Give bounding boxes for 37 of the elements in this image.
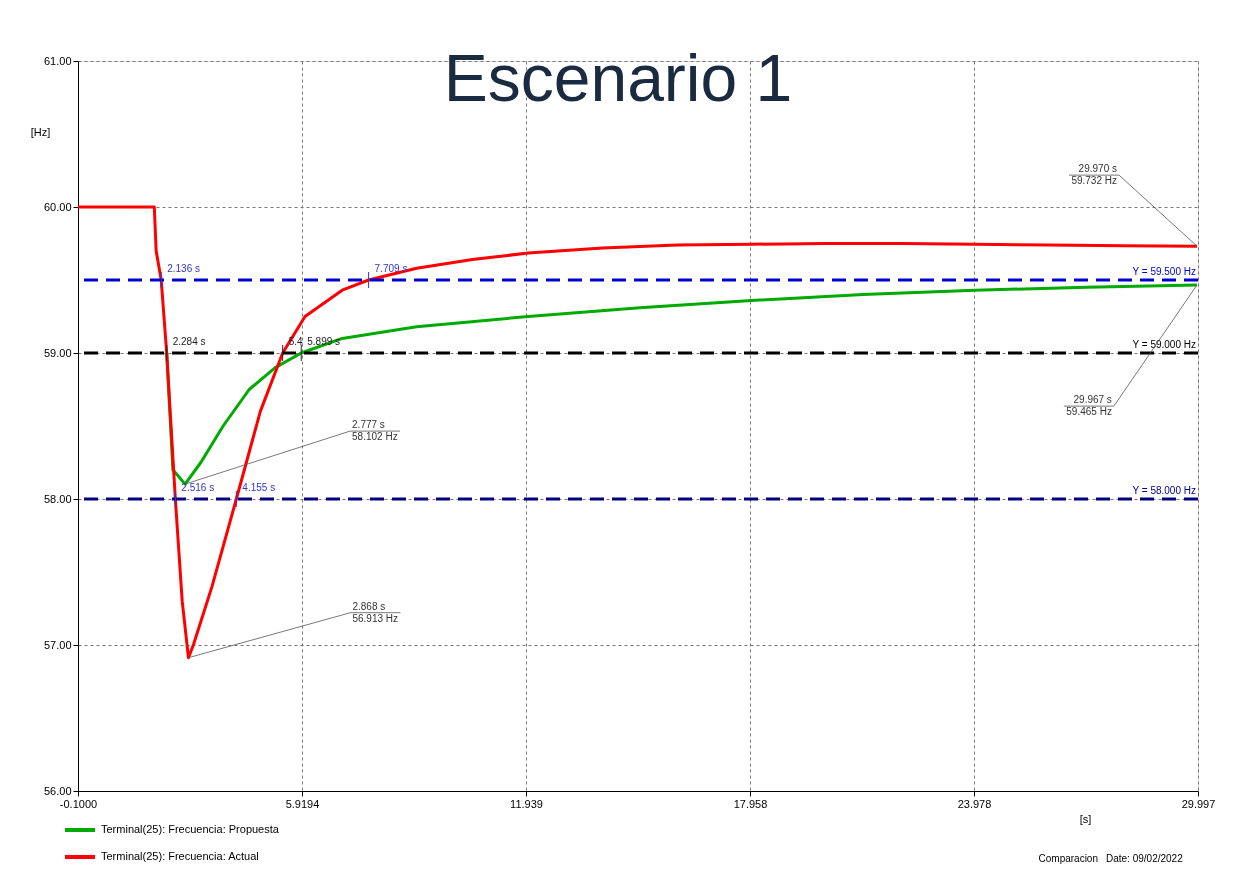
text: Comparacion [1038,853,1098,864]
chart-title: Escenario 1 [443,41,793,115]
x-tick-label: 17.958 [733,797,768,810]
y-tick-label: 60.00 [43,200,72,213]
legend-label: Terminal(25): Frecuencia: Propuesta [101,823,280,835]
x-tick-label: 29.997 [1181,797,1216,810]
x-tick-label: -0.1000 [59,797,98,810]
y-tick-label: 59.00 [43,346,72,359]
x-axis-title: [s] [1079,812,1092,825]
annotation: 2.284 s [172,336,206,347]
ref-line-label: Y = 59.000 Hz [1132,339,1196,350]
x-tick-label: 11.939 [510,797,543,810]
y-tick-label: 61.00 [43,54,72,67]
y-tick-label: 58.00 [43,492,72,505]
y-axis-title: [Hz] [30,125,51,138]
annotation: 59.465 Hz [1066,406,1112,418]
annotation: 2.516 s [181,482,215,493]
y-tick-label: 57.00 [43,638,72,651]
annotation: 2.868 s [352,600,386,612]
annotation: 59.732 Hz [1071,175,1117,187]
annotation: 29.970 s [1078,163,1117,175]
text: Date: 09/02/2022 [1106,853,1184,864]
annotation: 2.136 s [167,263,201,274]
y-tick-label: 56.00 [43,784,72,797]
annotation: 5.899 s [307,336,341,347]
annotation: 2.777 s [352,419,385,431]
x-tick-label: 23.978 [957,797,992,810]
annotation: 58.102 Hz [352,431,398,443]
line-series [76,205,1199,660]
annotation: 4.155 s [242,482,276,493]
x-tick-label: 5.9194 [285,797,320,810]
annotation: 56.913 Hz [352,612,399,624]
annotation: 29.967 s [1073,394,1112,406]
annotation: 7.709 s [374,263,408,274]
ref-line-label: Y = 58.000 Hz [1132,485,1196,496]
legend-label: Terminal(25): Frecuencia: Actual [101,850,259,862]
ref-line-label: Y = 59.500 Hz [1132,266,1196,277]
